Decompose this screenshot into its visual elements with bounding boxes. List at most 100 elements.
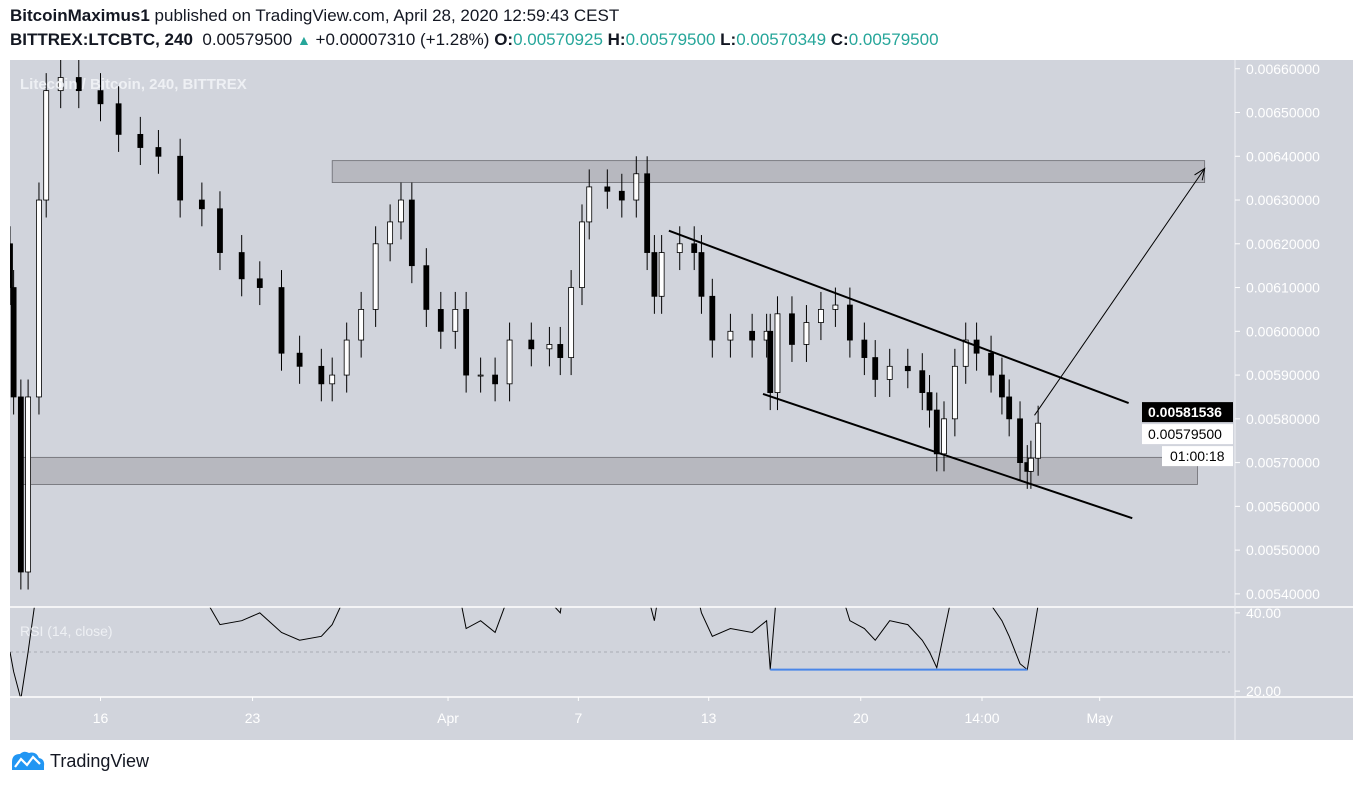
time-tick-label: 16 [93,710,109,726]
candle-down [408,199,415,267]
candle-up [962,339,969,367]
candle-down [423,265,430,310]
open-label: O: [494,30,514,49]
open-value: 0.00570925 [513,30,603,49]
candle-down [926,392,933,411]
candle-down [709,295,716,341]
price-tick-label: 0.00560000 [1246,498,1320,514]
candle-down [296,352,303,367]
candle-up [358,309,365,341]
crosshair-price-box [1142,402,1233,423]
rsi-pane [10,607,1230,697]
price-tick-label: 0.00630000 [1246,192,1320,208]
rsi-label: RSI (14, close) [20,623,113,639]
candle-down [651,252,658,297]
price-tick-label: 0.00610000 [1246,280,1320,296]
price-tick-label: 0.00640000 [1246,148,1320,164]
candle-down [278,287,285,354]
candle-down [749,330,756,341]
candle-up [506,339,513,385]
candle-up [803,322,810,345]
price-tick-label: 0.00590000 [1246,367,1320,383]
candle-up [568,287,575,358]
candle-down [528,339,535,350]
candle-up [1027,457,1034,472]
candle-down [691,243,698,253]
time-tick-label: May [1086,710,1112,726]
candle-down [198,199,205,210]
rsi-line [10,607,1039,697]
countdown-label: 01:00:18 [1170,448,1225,464]
price-tick-label: 0.00570000 [1246,455,1320,471]
price-tick-label: 0.00620000 [1246,236,1320,252]
channel-trendline [762,392,1133,520]
candle-down [217,208,223,253]
candle-up [57,77,64,92]
symbol-info: BITTREX:LTCBTC, 240 0.00579500 ▲ +0.0000… [10,30,939,50]
candle-down [604,186,611,192]
time-tick-label: 23 [245,710,261,726]
price-tick-label: 0.00580000 [1246,411,1320,427]
candle-up [727,330,734,341]
candle-down [698,252,705,297]
candle-up [43,90,50,201]
last-price-box [1142,424,1233,445]
candle-up [774,313,781,393]
candle-up [951,365,958,420]
candle-up [818,309,824,323]
rsi-tick-label: 20.00 [1246,683,1281,699]
time-tick-label: 13 [701,710,717,726]
brand-name: TradingView [50,750,150,771]
candle-up [25,396,32,573]
candle-down [177,155,184,201]
time-tick-label: Apr [437,710,459,726]
candle-up [329,374,336,385]
candle-down [137,133,144,148]
time-tick-label: 7 [574,710,582,726]
high-value: 0.00579500 [625,30,716,49]
candle-down [618,190,625,201]
arrow-head-icon [1194,167,1206,181]
candle-up [941,418,947,455]
up-triangle-icon: ▲ [296,32,311,48]
price-chart[interactable]: 0.00660000 0.00650000 0.00640000 0.00630000… [0,0,1353,745]
candle-down [1006,396,1013,420]
chart-background [10,60,1353,740]
close-label: C: [830,30,849,49]
time-tick-label: 14:00 [964,710,999,726]
candle-up [398,199,404,223]
price-tick-label: 0.00650000 [1246,105,1320,121]
price-tick-label: 0.00550000 [1246,542,1320,558]
candle-down [463,309,470,376]
candle-up [586,186,593,223]
rsi-tick-label: 40.00 [1246,605,1281,621]
price-tick-label: 0.00540000 [1246,586,1320,602]
low-value: 0.00570349 [736,30,827,49]
low-label: L: [720,30,737,49]
candle-down [904,365,911,372]
last-price: 0.00579500 [202,30,293,49]
price-change: +0.00007310 (+1.28%) [315,30,490,49]
symbol: BITTREX:LTCBTC, 240 [10,30,193,49]
projection-arrow [1034,168,1206,416]
candle-up [633,173,640,201]
crosshair-price-label: 0.00581536 [1148,404,1222,420]
candle-down [988,352,994,376]
candle-up [658,252,665,297]
candle-up [676,243,683,253]
candle-down [238,252,245,280]
author-name[interactable]: BitcoinMaximus1 [10,6,150,25]
candle-up [36,199,42,398]
tradingview-logo[interactable]: TradingView [10,750,149,772]
candle-down [17,396,24,573]
candle-down [97,90,104,105]
candle-up [1035,422,1042,459]
candle-up [546,344,553,350]
candle-down [919,370,926,393]
candle-down [256,278,263,288]
candle-down [872,357,879,380]
candle-up [387,221,394,245]
horizontal-zone [20,456,1198,485]
chart-title: Litecoin / Bitcoin, 240, BITTREX [20,76,247,93]
candle-down [155,147,162,157]
